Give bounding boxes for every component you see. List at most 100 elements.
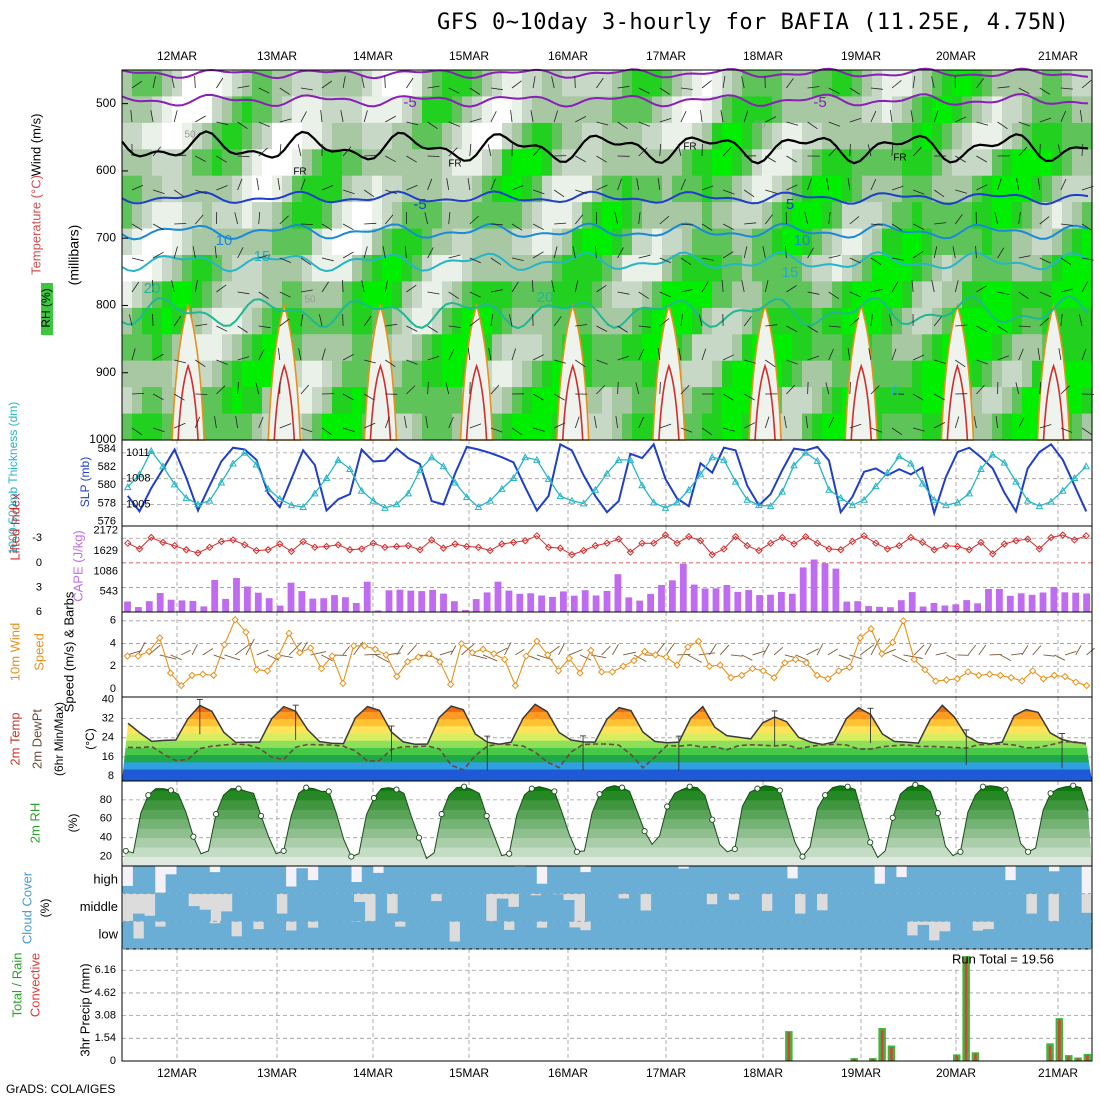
wind-speed-marker	[597, 668, 606, 676]
rh-cell	[692, 228, 703, 256]
wind-barb	[828, 147, 838, 157]
rh-cell	[532, 96, 543, 124]
rh-cell	[222, 70, 233, 97]
wind-barb	[553, 110, 558, 123]
date-label-top: 13MAR	[257, 49, 297, 63]
rh-cell	[1082, 281, 1093, 309]
rh-cell	[852, 70, 863, 97]
rh-cell	[692, 70, 703, 97]
wind-barb-10m	[687, 654, 703, 663]
wind-barb	[192, 246, 196, 259]
wind-barb	[870, 178, 877, 191]
rh-cell	[542, 202, 553, 230]
temp-tick: 40	[102, 693, 114, 705]
cape-bar	[538, 595, 545, 612]
wind-barb	[1018, 325, 1031, 328]
lifted-index-marker	[474, 543, 483, 552]
rh-cell	[472, 281, 483, 309]
cape-bar	[712, 588, 720, 612]
rh-cell	[1032, 307, 1043, 335]
lifted-index-marker	[252, 546, 261, 555]
cloud-bar-middle	[849, 893, 862, 922]
date-label-top: 21MAR	[1038, 49, 1078, 63]
cloud-bar-low	[449, 941, 461, 949]
cape-bar	[145, 601, 153, 612]
rh-marker	[506, 850, 513, 857]
rh-cell	[792, 96, 803, 124]
rh-cell	[202, 255, 213, 282]
rh-cell	[652, 228, 663, 256]
rh-line	[125, 784, 1089, 860]
wind-speed-marker	[727, 673, 735, 682]
wind-barb	[553, 189, 565, 198]
rh-cell	[572, 175, 583, 203]
wind-barb	[490, 111, 497, 123]
rh-cell	[1032, 202, 1043, 230]
rh-cell	[402, 281, 413, 309]
rh-cell	[802, 334, 813, 362]
wind-barb	[384, 75, 386, 89]
wind-barb	[129, 314, 133, 327]
rh-cell	[662, 70, 673, 97]
thickness-marker	[965, 489, 974, 497]
rh-cell	[272, 70, 283, 97]
rh-cell	[1032, 175, 1043, 203]
rh-cell	[462, 149, 473, 177]
rh-cell	[122, 228, 133, 256]
rh-cell	[932, 175, 943, 203]
rh-cell	[602, 334, 613, 362]
wind-speed-marker	[1007, 673, 1015, 682]
rh-cell	[842, 281, 853, 309]
rh-cell	[152, 360, 163, 388]
rh-cell	[372, 70, 383, 97]
rh-cell	[412, 281, 423, 309]
rh-cell	[142, 255, 153, 282]
rh-marker	[393, 786, 400, 793]
rh-cell	[562, 70, 573, 97]
cloud-bar-middle	[177, 893, 189, 922]
rh-cell	[962, 255, 973, 282]
rh-cell	[562, 255, 573, 282]
temp-band	[122, 747, 1092, 756]
rh-cell	[902, 122, 913, 150]
cape-bar	[625, 597, 633, 612]
cloud-bar-middle	[1025, 913, 1038, 922]
cape-bar	[363, 581, 371, 612]
rh-cell	[402, 334, 413, 362]
wind-barb	[448, 349, 455, 361]
cloud-bar-low	[895, 921, 908, 949]
precip-axis-label-convective: Convective	[27, 953, 42, 1017]
wind-barb	[912, 223, 924, 230]
rh-cell	[792, 387, 803, 415]
rh-cell	[152, 202, 163, 230]
wind-barb	[448, 325, 461, 328]
wind-barb	[551, 280, 555, 293]
wind-barb	[617, 121, 628, 130]
rh-cell	[1062, 70, 1073, 97]
date-label-top: 14MAR	[353, 49, 393, 63]
wind-barb	[891, 348, 897, 361]
wind-barb	[384, 214, 394, 225]
rh-cell	[1042, 149, 1053, 177]
rh-cell	[382, 202, 393, 230]
cloud-bar-middle	[397, 893, 410, 922]
wind-barb	[828, 121, 841, 127]
rh-cell	[932, 228, 943, 256]
slp-line	[127, 442, 1088, 517]
rh-cell	[822, 202, 833, 230]
cloud-bar-high	[874, 883, 886, 894]
cloud-bar-low	[754, 921, 766, 949]
rh-cell	[362, 281, 373, 309]
lifted-index-marker	[603, 539, 611, 547]
wind-barb	[680, 111, 687, 123]
contour-label: 0	[891, 383, 899, 400]
rh-cell	[822, 175, 833, 203]
rh-cell	[662, 122, 673, 150]
wind-barb	[828, 87, 840, 94]
wind-barb	[487, 144, 492, 157]
lifted-index-marker	[1000, 540, 1009, 548]
cape-bar	[897, 600, 905, 612]
cape-bar	[374, 610, 382, 612]
wind-barb	[912, 251, 924, 259]
rh-cell	[122, 281, 133, 309]
